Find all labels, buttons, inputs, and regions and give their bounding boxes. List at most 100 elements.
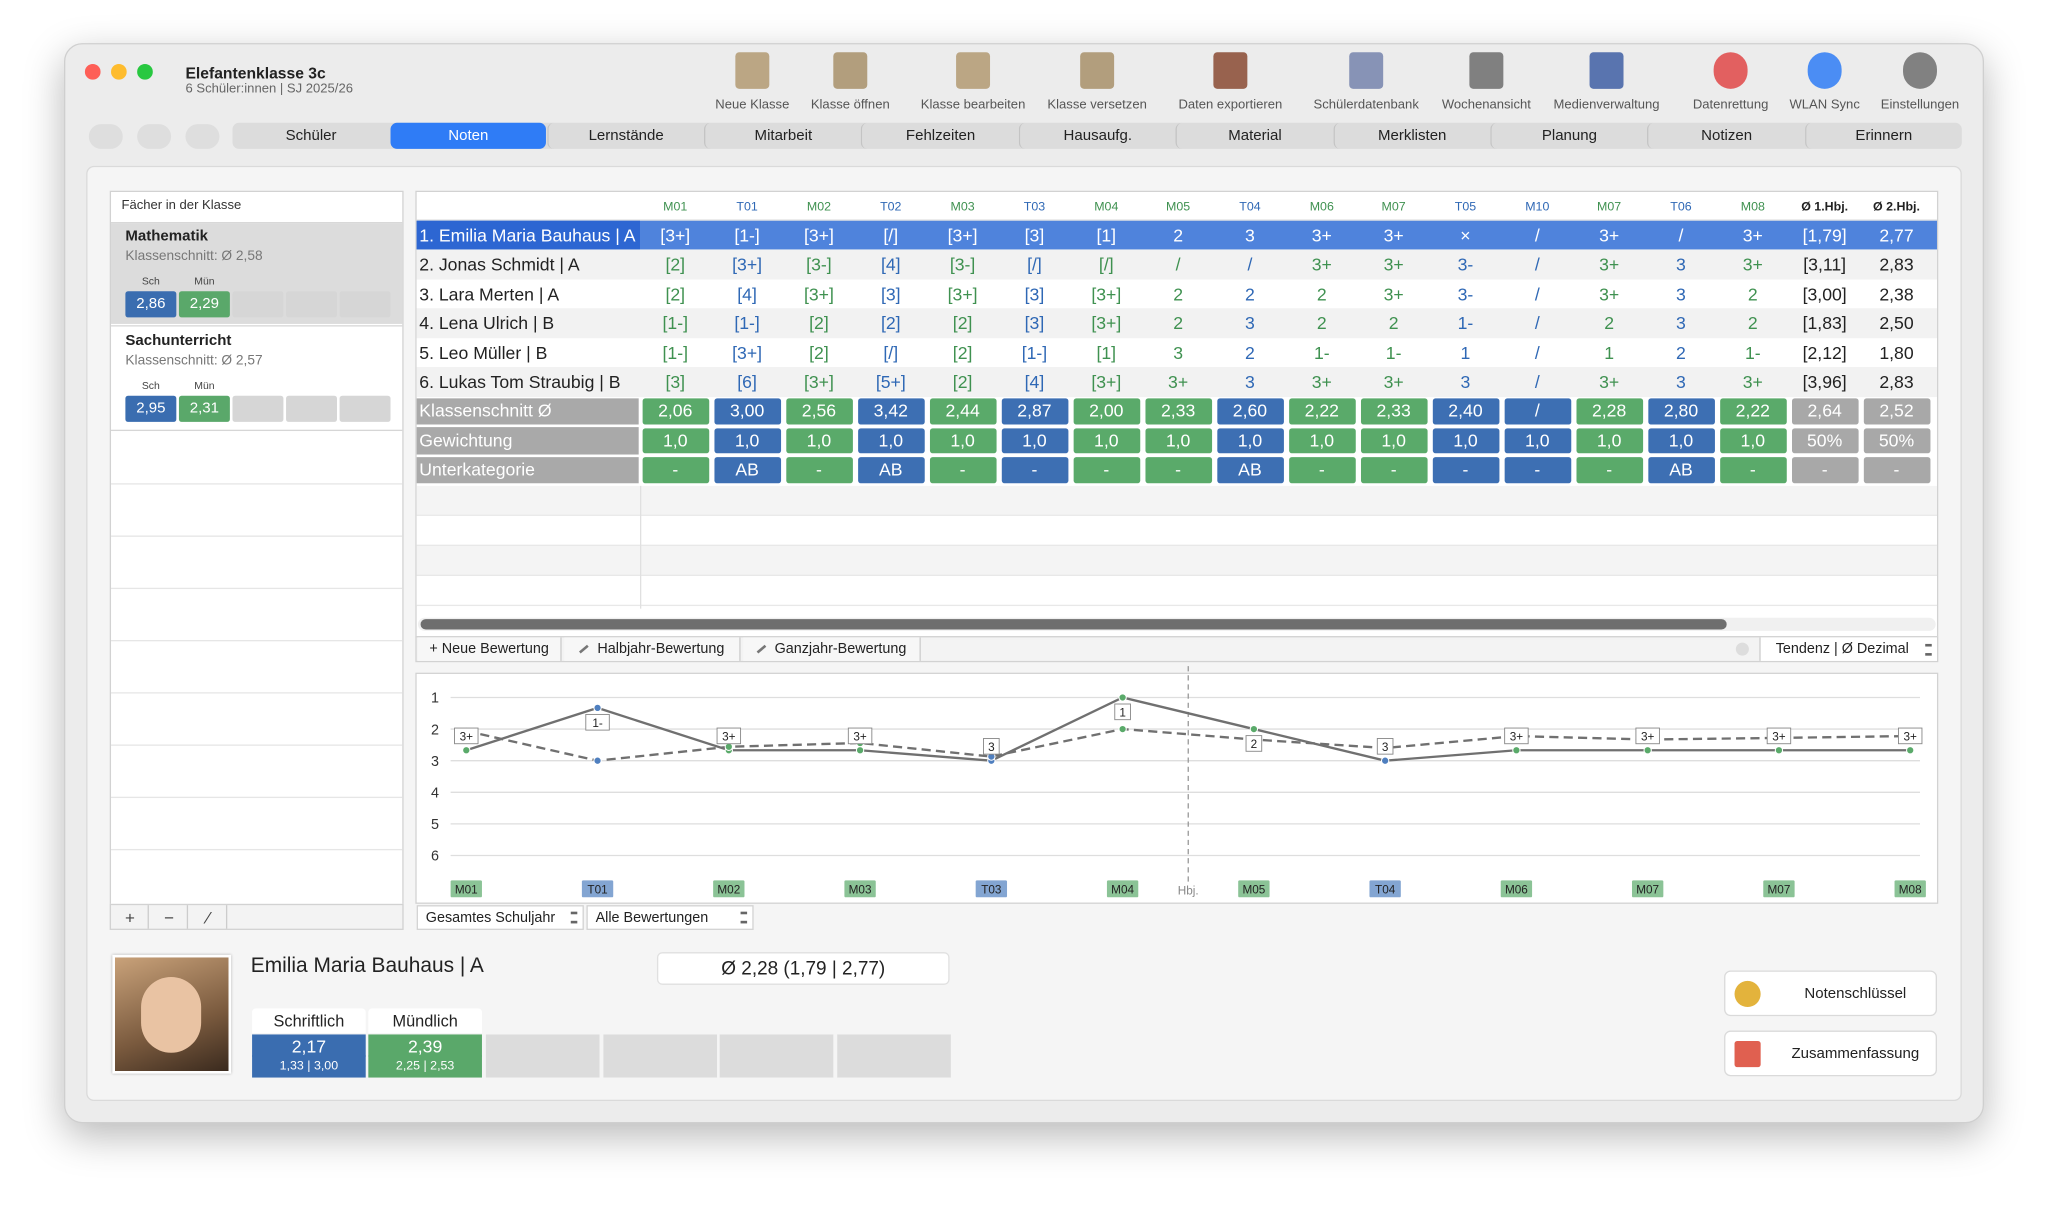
tab[interactable]: Merklisten	[1332, 122, 1490, 149]
grade-cell[interactable]: 3+	[1383, 284, 1404, 304]
grade-cell[interactable]: 3-	[1457, 284, 1474, 304]
toolbar-label[interactable]: Daten exportieren	[1178, 97, 1283, 112]
toolbar-icon[interactable]	[1903, 52, 1937, 89]
grade-cell[interactable]: 3	[1676, 284, 1686, 304]
grade-cell[interactable]: [4]	[880, 254, 901, 275]
grade-cell[interactable]: [2]	[665, 254, 686, 275]
grade-cell[interactable]: ×	[1460, 225, 1471, 246]
toolbar-small-button[interactable]	[88, 124, 123, 149]
grade-cell[interactable]: /	[1534, 284, 1540, 304]
grade-cell[interactable]: /	[1534, 342, 1540, 363]
student-name[interactable]: 1. Emilia Maria Bauhaus | A	[419, 225, 636, 246]
subject-name[interactable]: Sachunterricht	[125, 333, 232, 349]
grade-cell[interactable]: [2]	[952, 313, 973, 334]
grade-cell[interactable]: /	[1534, 225, 1540, 246]
grade-cell[interactable]: 3+	[1599, 254, 1620, 275]
action-button[interactable]: Ganzjahr-Bewertung	[743, 637, 921, 661]
grade-cell[interactable]: [5+]	[875, 372, 906, 392]
grade-cell[interactable]: 2	[1316, 284, 1327, 304]
grade-cell[interactable]: 2	[1173, 313, 1184, 334]
grade-cell[interactable]: 2	[1245, 342, 1255, 363]
tab[interactable]: Noten	[390, 122, 546, 149]
toolbar-icon[interactable]	[1589, 52, 1624, 89]
grade-cell[interactable]: 3	[1460, 372, 1471, 392]
grade-cell[interactable]: 2	[1676, 342, 1686, 363]
column-header[interactable]: M05	[1166, 199, 1191, 214]
column-header[interactable]: T02	[880, 199, 902, 214]
grade-cell[interactable]: 2	[1388, 313, 1399, 334]
side-button-label[interactable]: Notenschlüssel	[1804, 985, 1907, 1002]
grade-cell[interactable]: 2,83	[1879, 254, 1914, 275]
grade-cell[interactable]: 3	[1676, 372, 1686, 392]
column-header[interactable]: T05	[1454, 199, 1477, 214]
grade-cell[interactable]: 2	[1173, 284, 1184, 304]
tab[interactable]: Fehlzeiten	[861, 122, 1018, 149]
student-row[interactable]	[416, 367, 1937, 397]
grade-cell[interactable]: 3	[1676, 254, 1686, 275]
column-header[interactable]: T04	[1239, 199, 1261, 214]
grade-cell[interactable]: [1]	[1096, 225, 1117, 246]
filter-select[interactable]: Gesamtes Schuljahr	[416, 905, 584, 930]
grade-cell[interactable]: 2	[1173, 225, 1184, 246]
grade-cell[interactable]: 3+	[1742, 225, 1763, 246]
action-button[interactable]: Halbjahr-Bewertung	[564, 637, 741, 661]
grade-cell[interactable]: [3+]	[660, 225, 691, 246]
toolbar-label[interactable]: Wochenansicht	[1441, 97, 1531, 112]
grade-cell[interactable]: [2]	[952, 342, 973, 363]
grade-cell[interactable]: 1-	[1457, 313, 1474, 334]
grade-cell[interactable]: /	[1534, 313, 1540, 334]
toolbar-label[interactable]: Medienverwaltung	[1553, 97, 1660, 112]
toolbar-label[interactable]: Einstellungen	[1880, 97, 1960, 112]
grade-cell[interactable]: 3	[1676, 313, 1686, 334]
column-header[interactable]: M03	[950, 199, 975, 214]
column-header[interactable]: Ø 2.Hbj.	[1873, 199, 1920, 214]
student-row[interactable]	[416, 308, 1937, 338]
toolbar-icon[interactable]	[1349, 52, 1384, 89]
grade-cell[interactable]: 3+	[1599, 225, 1620, 246]
toolbar-small-button[interactable]	[137, 124, 172, 149]
list-button[interactable]: −	[152, 905, 189, 929]
tab[interactable]: Hausaufg.	[1018, 122, 1176, 149]
grade-cell[interactable]: [1,79]	[1802, 225, 1847, 246]
grade-cell[interactable]: 3+	[1599, 372, 1620, 392]
student-row[interactable]	[416, 250, 1937, 280]
grade-cell[interactable]: [2]	[809, 313, 829, 334]
grade-cell[interactable]: /	[1678, 225, 1684, 246]
grade-cell[interactable]: [/]	[883, 342, 899, 363]
grade-cell[interactable]: /	[1247, 254, 1253, 275]
column-header[interactable]: M04	[1094, 199, 1119, 214]
student-name[interactable]: 5. Leo Müller | B	[419, 342, 548, 363]
grade-cell[interactable]: [3]	[1024, 225, 1045, 246]
tab[interactable]: Mitarbeit	[704, 122, 861, 149]
grade-cell[interactable]: [3,11]	[1803, 254, 1847, 275]
action-button[interactable]: + Neue Bewertung	[417, 637, 562, 661]
grade-cell[interactable]: [3+]	[1091, 313, 1122, 334]
student-name[interactable]: 2. Jonas Schmidt | A	[419, 254, 580, 275]
grade-cell[interactable]: [3-]	[949, 254, 976, 275]
grade-cell[interactable]: [1-]	[1021, 342, 1048, 363]
toolbar-icon[interactable]	[735, 52, 770, 89]
column-header[interactable]: M07	[1597, 199, 1622, 214]
side-button-label[interactable]: Zusammenfassung	[1791, 1045, 1920, 1062]
tab[interactable]: Notizen	[1647, 122, 1804, 149]
grade-cell[interactable]: [3]	[1024, 313, 1045, 334]
grade-cell[interactable]: 1-	[1313, 342, 1330, 363]
grade-cell[interactable]: 1	[1460, 342, 1471, 363]
grade-cell[interactable]: 2	[1604, 313, 1615, 334]
toolbar-label[interactable]: Schülerdatenbank	[1313, 97, 1419, 112]
grade-cell[interactable]: [1]	[1096, 342, 1117, 363]
grade-cell[interactable]: [1-]	[734, 225, 760, 246]
grade-cell[interactable]: 3+	[1599, 284, 1620, 304]
grade-cell[interactable]: [2]	[665, 284, 686, 304]
grade-cell[interactable]: 3+	[1383, 225, 1404, 246]
grade-cell[interactable]: 3+	[1383, 372, 1404, 392]
grade-cell[interactable]: [3-]	[806, 254, 832, 275]
toolbar-icon[interactable]	[1807, 52, 1842, 89]
toolbar-label[interactable]: WLAN Sync	[1789, 97, 1860, 112]
grade-cell[interactable]: 1	[1604, 342, 1615, 363]
grade-cell[interactable]: 1,80	[1879, 342, 1914, 363]
subject-name[interactable]: Mathematik	[125, 228, 209, 245]
grade-cell[interactable]: [3,00]	[1802, 284, 1847, 304]
grade-cell[interactable]: 1-	[1744, 342, 1761, 363]
column-header[interactable]: Ø 1.Hbj.	[1801, 199, 1849, 214]
